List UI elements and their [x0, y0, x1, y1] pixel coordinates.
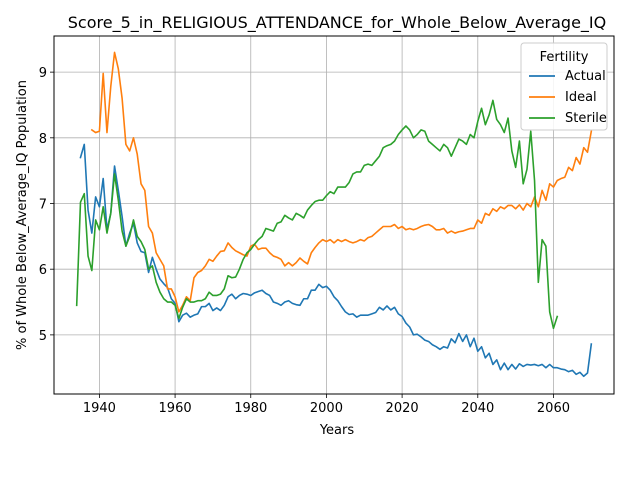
x-tick-label: 1980 [234, 401, 267, 416]
plot-frame [53, 35, 615, 395]
series-lines [75, 51, 593, 378]
y-axis-label: % of Whole Below_Average_IQ Population [15, 80, 30, 350]
x-axis-label: Years [319, 423, 355, 438]
legend-items: Actual Ideal Sterile [529, 69, 607, 126]
legend: Fertility Actual Ideal Sterile [520, 42, 608, 131]
legend-label-actual: Actual [565, 69, 606, 84]
x-tick-label: 2020 [386, 401, 419, 416]
legend-box [520, 42, 608, 131]
y-axis: 5 6 7 8 9 [39, 66, 54, 344]
y-tick-label: 6 [39, 263, 47, 278]
x-tick-label: 2040 [461, 401, 494, 416]
y-tick-label: 8 [39, 132, 47, 147]
x-tick-label: 1960 [159, 401, 192, 416]
legend-title: Fertility [540, 50, 589, 65]
series-line-sterile [75, 99, 559, 330]
series-line-actual [79, 143, 593, 378]
x-tick-label: 2000 [310, 401, 343, 416]
y-tick-label: 7 [39, 198, 47, 213]
x-tick-label: 2060 [537, 401, 570, 416]
legend-label-sterile: Sterile [565, 111, 607, 126]
y-tick-label: 9 [39, 66, 47, 81]
series-line-ideal [90, 51, 593, 313]
legend-label-ideal: Ideal [565, 90, 597, 105]
x-tick-label: 1940 [83, 401, 116, 416]
x-axis: 1940 1960 1980 2000 2020 2040 2060 [83, 394, 570, 416]
y-tick-label: 5 [39, 329, 47, 344]
chart-title: Score_5_in_RELIGIOUS_ATTENDANCE_for_Whol… [68, 13, 607, 33]
